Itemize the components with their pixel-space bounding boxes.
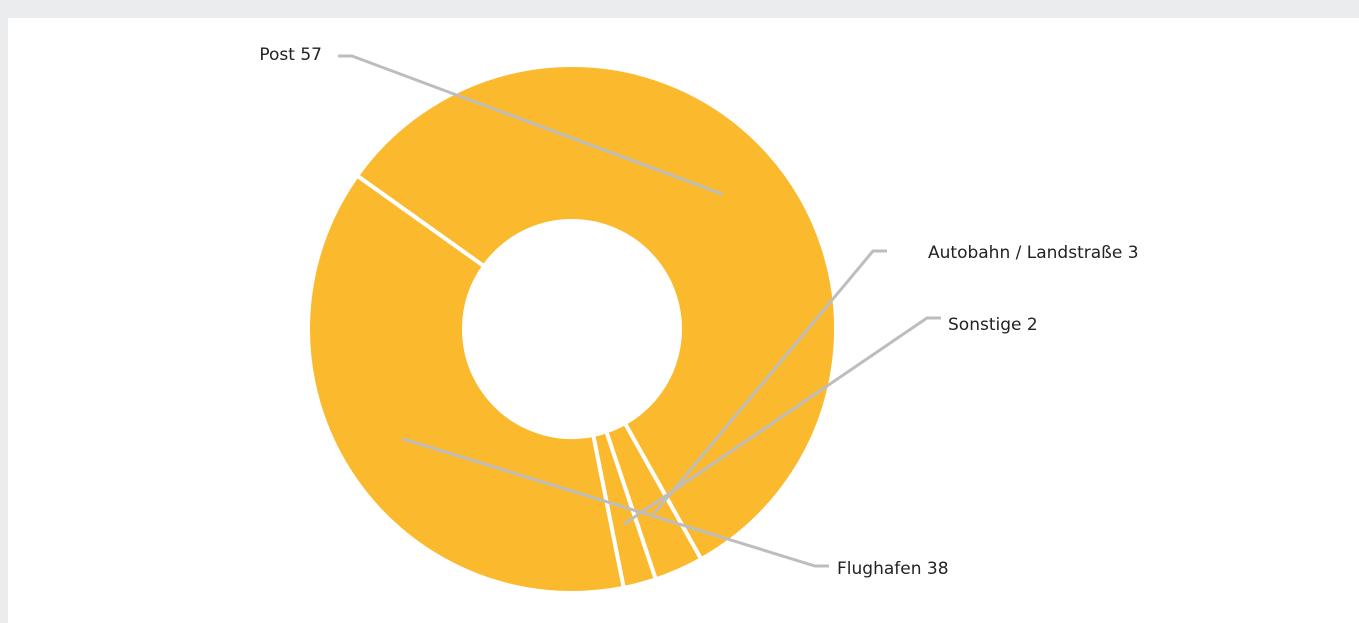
slice-labels: Post 57 Autobahn / Landstraße 3 Sonstige 2… <box>259 45 1138 579</box>
slice-label: Flughafen 38 <box>837 559 949 579</box>
slice-label: Sonstige 2 <box>948 315 1038 335</box>
leader-line <box>652 249 887 515</box>
leader-lines <box>338 54 941 568</box>
donut-slice-flughafen <box>306 172 627 595</box>
leader-line <box>623 316 941 526</box>
donut-slices <box>306 63 838 595</box>
leader-line <box>401 437 829 568</box>
donut-slice-post <box>354 63 838 562</box>
slice-label: Post 57 <box>259 45 322 65</box>
leader-line <box>338 54 723 196</box>
slice-label: Autobahn / Landstraße 3 <box>928 243 1139 263</box>
